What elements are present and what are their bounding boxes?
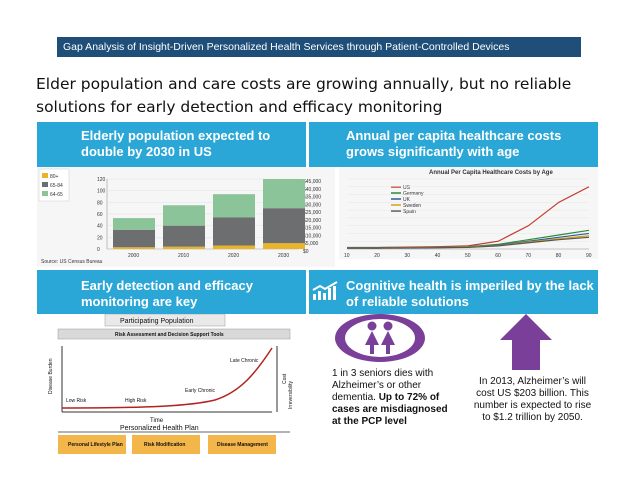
- cost-x-tick-40: 40: [435, 253, 441, 259]
- band-early-detection: Early detection and efficacy monitoring …: [37, 270, 306, 314]
- plan-box-disease: Disease Management: [217, 442, 268, 448]
- seniors-note-text: 1 in 3 seniors dies with Alzheimer’s or …: [332, 368, 452, 428]
- bar-2010-80+: [163, 246, 205, 249]
- band-elderly-population: Elderly population expected to double by…: [37, 122, 306, 167]
- irreversibility-axis-label: Irreversibility: [288, 380, 294, 409]
- cost-axis-label: Cost: [282, 373, 288, 384]
- cost-legend-label-0: US: [403, 185, 411, 191]
- legend-swatch-2: [42, 191, 48, 196]
- population-chart-source: Source: US Census Bureau: [41, 259, 103, 265]
- right-tick-1: $5,000: [303, 241, 319, 247]
- slide-headline: Elder population and care costs are grow…: [36, 75, 572, 116]
- time-axis-label: Time: [150, 418, 164, 424]
- cost-line-Spain: [347, 236, 590, 249]
- right-tick-2: $10,000: [303, 233, 321, 239]
- disease-burden-axis-label: Disease Burden: [48, 358, 54, 394]
- slide-title-bar: Gap Analysis of Insight-Driven Personali…: [57, 37, 581, 57]
- y-tick-4: 80: [97, 200, 103, 206]
- stage-late-chronic: Late Chronic: [230, 358, 259, 364]
- x-tick-2010: 2010: [178, 253, 189, 259]
- slide-title: Gap Analysis of Insight-Driven Personali…: [63, 41, 510, 53]
- y-tick-3: 60: [97, 212, 103, 218]
- bar-2020-64-65: [213, 194, 255, 218]
- bar-2030-80+: [263, 243, 305, 249]
- legend-label-1: 65-84: [50, 183, 63, 189]
- participating-population-label: Participating Population: [120, 318, 194, 325]
- plan-box-risk: Risk Modification: [144, 442, 185, 448]
- right-tick-7: $35,000: [303, 195, 321, 201]
- women-dementia-icon: [335, 314, 425, 362]
- health-plan-diagram: Participating Population Risk Assessment…: [40, 313, 308, 459]
- trend-chart-icon: [312, 281, 338, 300]
- y-tick-1: 20: [97, 235, 103, 241]
- personalized-plan-label: Personalized Health Plan: [120, 425, 199, 432]
- bar-2030-64-65: [263, 179, 305, 209]
- bar-2000-80+: [113, 247, 155, 249]
- population-bar-chart: 80+ 65-84 64-65 0 20 40 60 80 100 120 $0 $5,000 $10…: [37, 167, 335, 267]
- stage-low-risk: Low Risk: [66, 398, 87, 404]
- stage-high-risk: High Risk: [125, 398, 147, 404]
- right-tick-9: $45,000: [303, 179, 321, 185]
- cost-x-tick-50: 50: [465, 253, 471, 259]
- population-chart-legend: 80+ 65-84 64-65: [38, 168, 70, 202]
- cost-legend-label-2: UK: [403, 197, 411, 203]
- band-healthcare-costs-text: Annual per capita healthcare costs grows…: [346, 128, 562, 159]
- x-tick-2020: 2020: [228, 253, 239, 259]
- band-cognitive-health: Cognitive health is imperiled by the lac…: [309, 270, 598, 314]
- right-tick-6: $30,000: [303, 202, 321, 208]
- cost-chart-axes: 10 20 30 40 50 60 70 80 90: [344, 178, 592, 259]
- right-tick-8: $40,000: [303, 187, 321, 193]
- right-tick-0: $0: [303, 249, 309, 255]
- cost-x-tick-30: 30: [405, 253, 411, 259]
- bar-2010-64-65: [163, 205, 205, 226]
- y-tick-2: 40: [97, 224, 103, 230]
- cost-x-tick-90: 90: [586, 253, 592, 259]
- cost-x-tick-70: 70: [526, 253, 532, 259]
- band-elderly-population-text: Elderly population expected to double by…: [81, 128, 271, 159]
- right-tick-5: $25,000: [303, 210, 321, 216]
- stage-early-chronic: Early Chronic: [185, 388, 216, 394]
- seniors-note-plain: 1 in 3 seniors dies with Alzheimer’s or …: [332, 368, 434, 403]
- band-healthcare-costs: Annual per capita healthcare costs grows…: [309, 122, 598, 167]
- cost-legend-label-3: Sweden: [403, 203, 421, 209]
- cost-legend-label-1: Germany: [403, 191, 424, 197]
- legend-label-2: 64-65: [50, 192, 63, 198]
- healthcare-cost-line-chart: Annual Per Capita Healthcare Costs by Ag…: [339, 167, 598, 259]
- alzheimers-cost-note: In 2013, Alzheimer’s will cost US $203 b…: [473, 376, 592, 423]
- cost-x-tick-20: 20: [374, 253, 380, 259]
- legend-swatch-0: [42, 173, 48, 178]
- seniors-note-spacer: [320, 368, 332, 428]
- cost-x-tick-60: 60: [495, 253, 501, 259]
- right-tick-3: $15,000: [303, 226, 321, 232]
- legend-swatch-1: [42, 182, 48, 187]
- y-tick-6: 120: [97, 177, 106, 183]
- y-tick-0: 0: [97, 247, 100, 253]
- bar-2000-65-84: [113, 229, 155, 248]
- risk-tools-label: Risk Assessment and Decision Support Too…: [115, 332, 224, 338]
- bar-2010-65-84: [163, 225, 205, 247]
- y-tick-5: 100: [97, 189, 106, 195]
- bar-2030-65-84: [263, 208, 305, 244]
- right-tick-4: $20,000: [303, 218, 321, 224]
- bar-2020-80+: [213, 245, 255, 249]
- seniors-note-bold: Up to 72% of cases are misdiagnosed at t…: [332, 392, 448, 427]
- bar-2000-64-65: [113, 218, 155, 230]
- rising-cost-arrow-icon: [500, 314, 552, 370]
- plan-box-lifestyle: Personal Lifestyle Plan: [68, 442, 123, 448]
- band-cognitive-health-text: Cognitive health is imperiled by the lac…: [346, 278, 594, 309]
- band-early-detection-text: Early detection and efficacy monitoring …: [81, 278, 253, 309]
- cost-legend-label-4: Spain: [403, 209, 416, 215]
- x-tick-2030: 2030: [278, 253, 289, 259]
- legend-label-0: 80+: [50, 174, 59, 180]
- cost-x-tick-10: 10: [344, 253, 350, 259]
- seniors-note: 1 in 3 seniors dies with Alzheimer’s or …: [320, 368, 452, 428]
- cost-chart-lines: [347, 186, 590, 249]
- population-chart-bars: 2000 2010 2020 2030: [113, 179, 305, 259]
- cost-x-tick-80: 80: [556, 253, 562, 259]
- x-tick-2000: 2000: [128, 253, 139, 259]
- bar-2020-65-84: [213, 217, 255, 246]
- cost-chart-title: Annual Per Capita Healthcare Costs by Ag…: [429, 170, 553, 176]
